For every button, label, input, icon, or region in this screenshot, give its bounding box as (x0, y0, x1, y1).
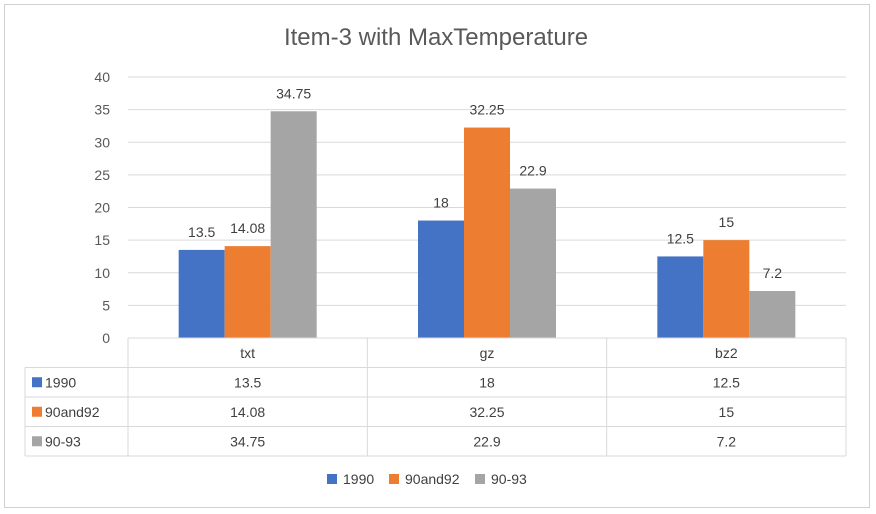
legend-label: 90and92 (405, 471, 460, 487)
table-cell: 34.75 (230, 433, 265, 449)
bar (657, 256, 704, 338)
data-label: 14.08 (230, 220, 265, 236)
table-cell: 13.5 (234, 374, 261, 390)
data-label: 13.5 (188, 224, 215, 240)
table-cell: 15 (719, 404, 735, 420)
data-label: 22.9 (519, 163, 546, 179)
legend-key (475, 474, 485, 484)
y-tick-label: 10 (94, 265, 110, 281)
y-tick-label: 15 (94, 232, 110, 248)
chart-title: Item-3 with MaxTemperature (284, 24, 588, 51)
legend-label: 90-93 (491, 471, 527, 487)
data-label: 18 (433, 195, 449, 211)
y-tick-label: 25 (94, 167, 110, 183)
bar (464, 127, 510, 338)
bar (224, 246, 271, 338)
y-axis-ticks: 0 5 10 15 20 25 30 35 40 (94, 69, 110, 346)
data-label: 32.25 (469, 102, 504, 118)
bar (749, 291, 796, 338)
bar (270, 111, 317, 338)
data-table: txt gz bz2 1990 13.5 18 12.5 90and92 14.08 32.25 1… (24, 337, 847, 457)
bar (510, 188, 556, 338)
table-series-name: 90and92 (45, 404, 100, 420)
table-cell: 22.9 (473, 433, 500, 449)
y-tick-label: 30 (94, 134, 110, 150)
bar (418, 220, 464, 338)
legend-key (389, 474, 399, 484)
table-cell: 18 (479, 374, 495, 390)
y-tick-label: 35 (94, 102, 110, 118)
table-cell: 7.2 (717, 433, 737, 449)
y-tick-label: 20 (94, 200, 110, 216)
legend-label: 1990 (343, 471, 374, 487)
table-legend-key (32, 436, 42, 447)
table-series-name: 1990 (45, 374, 76, 390)
data-label: 12.5 (667, 230, 694, 246)
data-label: 15 (719, 214, 735, 230)
table-series-name: 90-93 (45, 433, 81, 449)
bar (178, 249, 225, 338)
y-tick-label: 40 (94, 69, 110, 85)
data-labels: 13.5 14.08 34.75 18 32.25 22.9 12.5 15 7.2 (188, 85, 782, 281)
bar (703, 240, 750, 338)
table-cell: 12.5 (713, 374, 740, 390)
y-tick-label: 5 (102, 297, 110, 313)
data-label: 34.75 (276, 85, 311, 101)
table-cell: 14.08 (230, 404, 265, 420)
x-tick-label: gz (480, 345, 495, 361)
table-legend-key (32, 377, 42, 388)
legend: 1990 90and92 90-93 (327, 471, 527, 487)
table-cell: 32.25 (469, 404, 504, 420)
y-tick-label: 0 (102, 330, 110, 346)
x-tick-label: bz2 (715, 345, 738, 361)
data-label: 7.2 (763, 265, 783, 281)
table-legend-key (32, 406, 42, 417)
x-tick-label: txt (240, 345, 255, 361)
legend-key (327, 474, 337, 484)
bars (178, 111, 796, 338)
